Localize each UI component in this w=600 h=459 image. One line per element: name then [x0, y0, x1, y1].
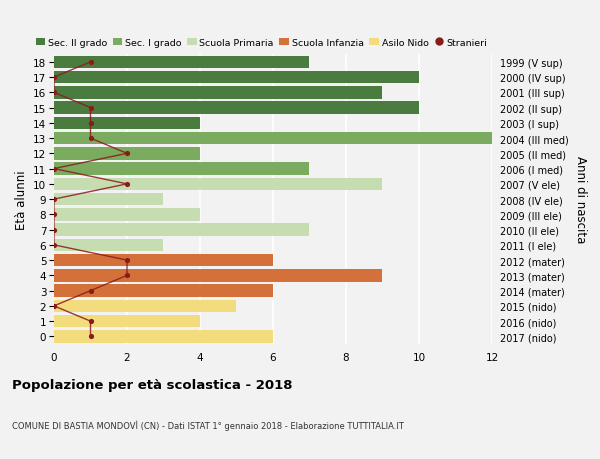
Bar — [54, 133, 492, 145]
Bar — [54, 330, 273, 343]
Bar — [54, 148, 200, 160]
Bar — [54, 254, 273, 267]
Point — [86, 105, 95, 112]
Bar — [54, 285, 273, 297]
Point — [49, 226, 59, 234]
Point — [86, 318, 95, 325]
Bar — [54, 269, 383, 282]
Point — [86, 59, 95, 67]
Bar — [54, 102, 419, 115]
Point — [49, 302, 59, 310]
Point — [86, 135, 95, 142]
Bar — [54, 209, 200, 221]
Legend: Sec. II grado, Sec. I grado, Scuola Primaria, Scuola Infanzia, Asilo Nido, Stran: Sec. II grado, Sec. I grado, Scuola Prim… — [35, 39, 487, 47]
Bar — [54, 193, 163, 206]
Bar — [54, 56, 310, 69]
Point — [49, 166, 59, 173]
Point — [86, 333, 95, 340]
Bar — [54, 315, 200, 328]
Bar — [54, 87, 383, 99]
Point — [122, 181, 132, 188]
Point — [49, 74, 59, 82]
Text: COMUNE DI BASTIA MONDOVÌ (CN) - Dati ISTAT 1° gennaio 2018 - Elaborazione TUTTIT: COMUNE DI BASTIA MONDOVÌ (CN) - Dati IST… — [12, 420, 404, 431]
Bar — [54, 224, 310, 236]
Point — [49, 241, 59, 249]
Point — [49, 90, 59, 97]
Bar — [54, 239, 163, 252]
Point — [86, 287, 95, 295]
Point — [49, 211, 59, 218]
Bar — [54, 178, 383, 190]
Point — [122, 257, 132, 264]
Point — [49, 196, 59, 203]
Bar — [54, 300, 236, 313]
Bar — [54, 163, 310, 175]
Bar — [54, 118, 200, 130]
Point — [86, 120, 95, 127]
Text: Popolazione per età scolastica - 2018: Popolazione per età scolastica - 2018 — [12, 379, 293, 392]
Point — [122, 151, 132, 158]
Y-axis label: Età alunni: Età alunni — [14, 170, 28, 230]
Point — [122, 272, 132, 280]
Bar — [54, 72, 419, 84]
Y-axis label: Anni di nascita: Anni di nascita — [574, 156, 587, 243]
